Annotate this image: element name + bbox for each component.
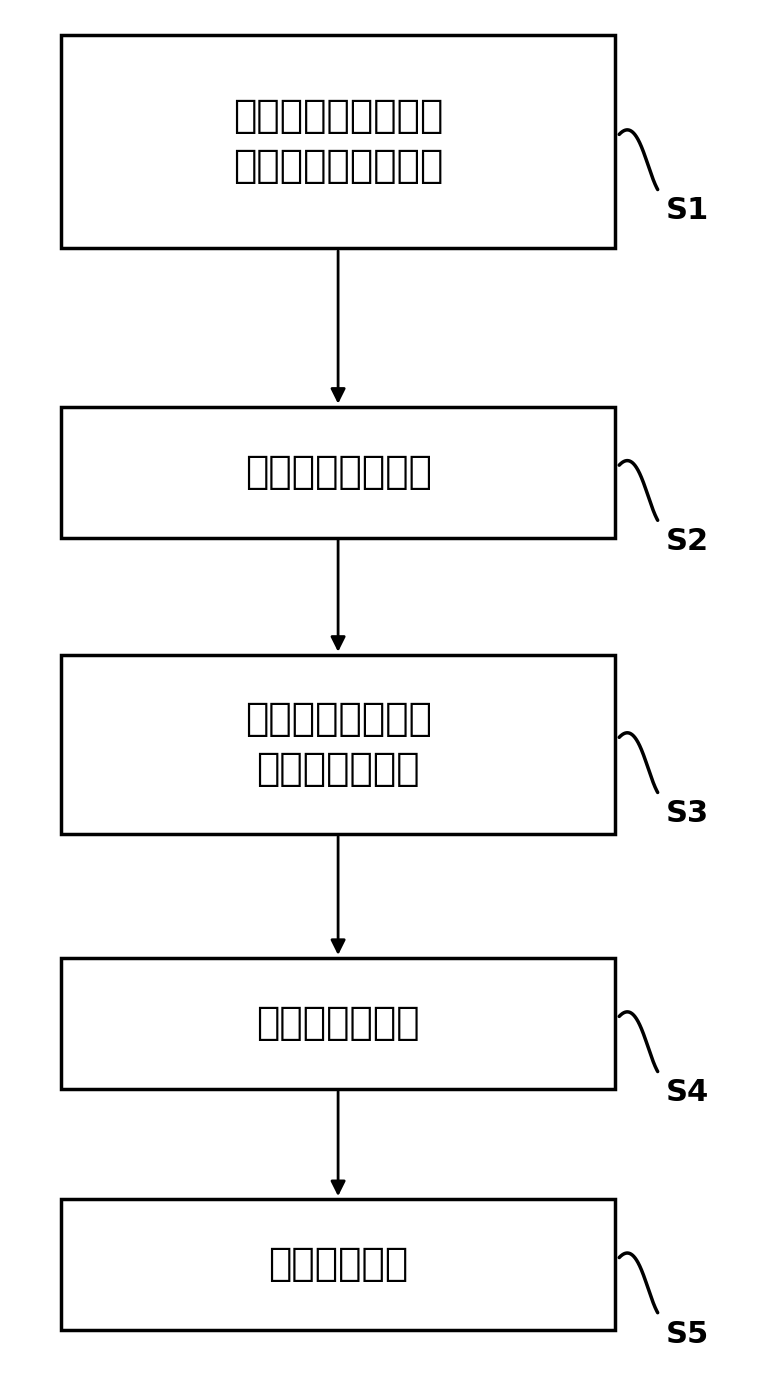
Text: S4: S4: [666, 1079, 709, 1108]
Bar: [61, 406, 615, 537]
Text: S5: S5: [666, 1320, 709, 1349]
Text: 制作金属电极: 制作金属电极: [268, 1246, 408, 1283]
Text: S2: S2: [666, 528, 709, 557]
Text: S1: S1: [666, 196, 709, 226]
Bar: [61, 35, 615, 248]
Text: 提供冶金级硅晶圆衬
底，并对其进行清洗: 提供冶金级硅晶圆衬 底，并对其进行清洗: [233, 97, 443, 185]
Bar: [61, 958, 615, 1089]
Bar: [61, 1199, 615, 1329]
Text: S3: S3: [666, 799, 709, 828]
Text: 对硅纳米阵列的表
面进行形貌修饰: 对硅纳米阵列的表 面进行形貌修饰: [245, 700, 432, 788]
Text: 涂覆共轭有机物: 涂覆共轭有机物: [256, 1004, 420, 1043]
Text: 刻蚀，并纯化处理: 刻蚀，并纯化处理: [245, 452, 432, 491]
Bar: [61, 654, 615, 834]
